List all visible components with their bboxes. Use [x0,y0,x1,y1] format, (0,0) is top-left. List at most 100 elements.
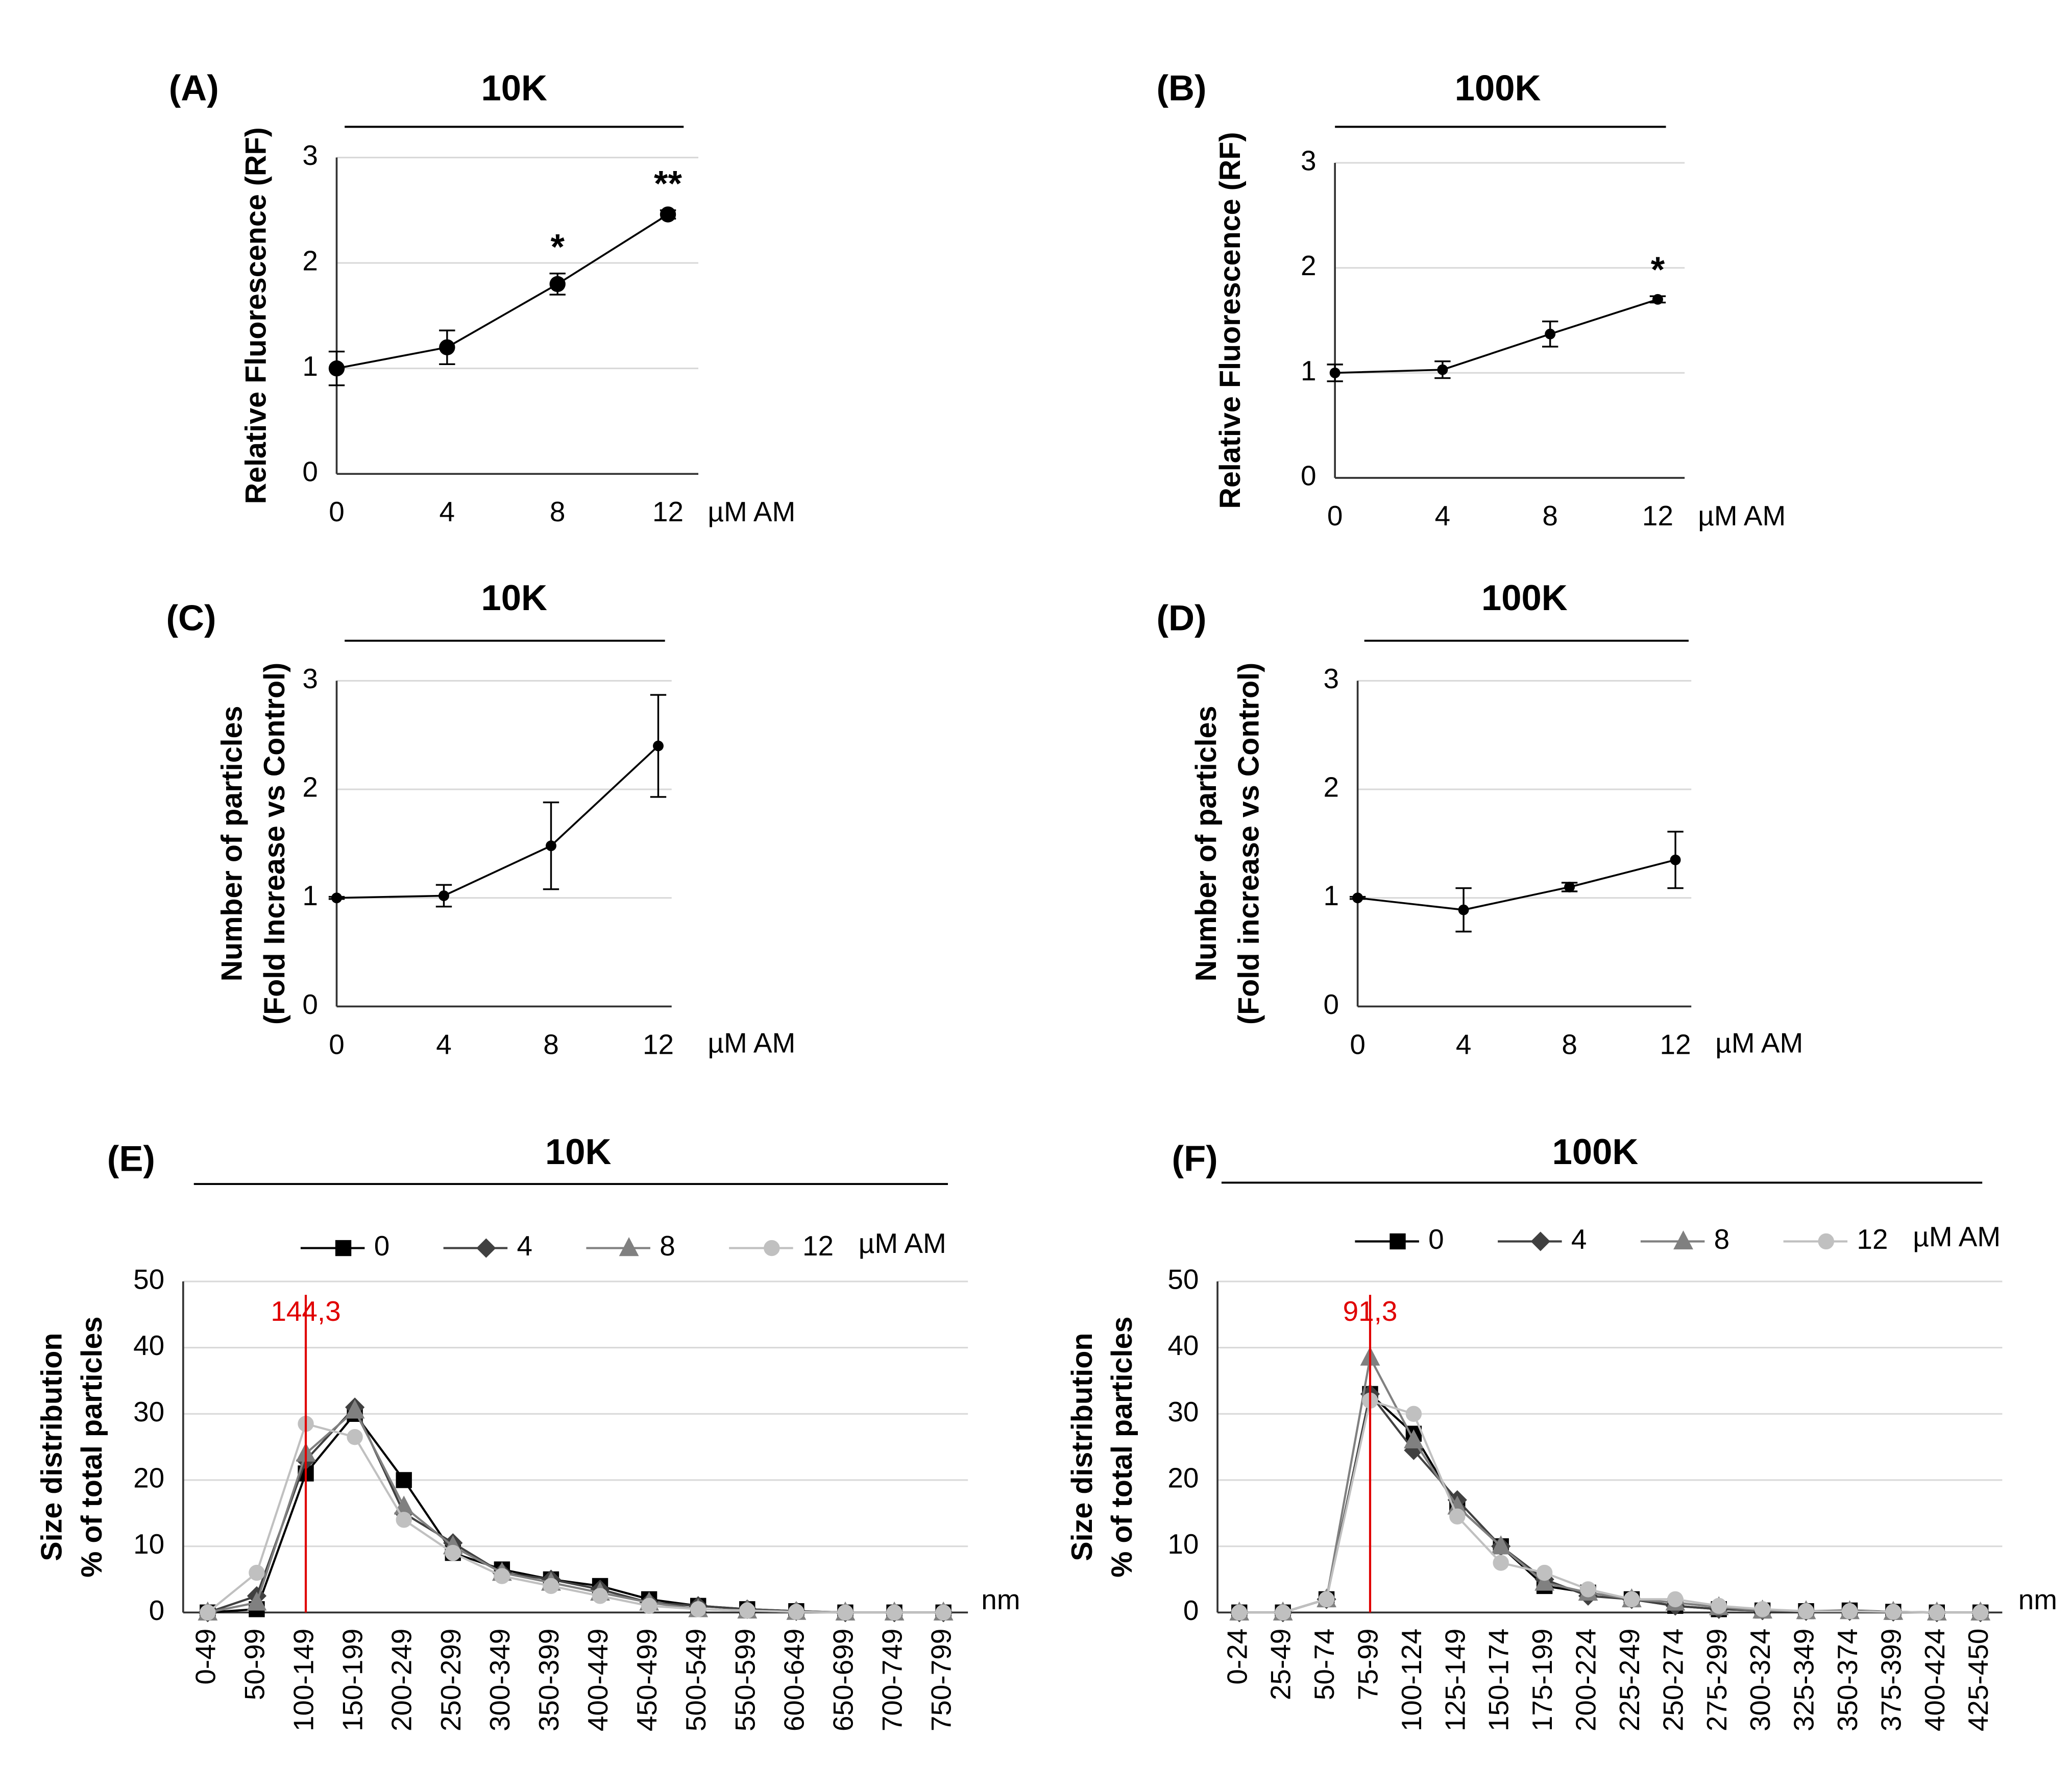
significance: * [550,226,565,267]
x-tick-label: 150-199 [337,1629,369,1731]
data-point [1670,854,1681,865]
x-tick-label: 450-499 [631,1629,663,1731]
legend-marker [1530,1231,1550,1251]
legend-marker [1673,1230,1693,1250]
x-axis-label: nm [981,1584,1020,1615]
chart-title: 10K [545,1131,612,1172]
y-tick-label: 0 [302,456,318,488]
chart-panel: (C) 10K Number of particles (Fold Increase … [166,577,796,1060]
x-tick-label: 8 [1562,1028,1577,1060]
marker [396,1472,412,1488]
x-tick-label: 425-450 [1962,1629,1994,1731]
marker [1405,1406,1422,1422]
legend-marker [1390,1233,1406,1250]
marker [935,1604,952,1621]
panel-label: (A) [169,67,219,108]
legend-unit: µM AM [859,1227,946,1259]
marker [1403,1429,1424,1448]
y-tick-label: 50 [1167,1263,1199,1295]
series-line [207,1422,944,1614]
x-tick-label: 275-299 [1701,1629,1733,1731]
y-tick-label: 3 [1323,663,1339,694]
y-axis-label: Size distribution [1066,1333,1099,1561]
y-axis-label: % of total particles [1106,1317,1138,1578]
data-point [1437,364,1448,375]
legend-unit: µM AM [1913,1221,2001,1252]
marker [1711,1598,1727,1614]
y-tick-label: 3 [1301,144,1317,176]
data-point [1352,892,1363,904]
x-tick-label: 0 [329,1028,345,1060]
marker [1972,1604,1989,1621]
marker [1929,1604,1945,1621]
data-point [328,360,345,377]
y-axis-label: Number of particles [215,706,248,981]
x-tick-label: 50-74 [1308,1629,1340,1700]
marker [1231,1604,1248,1621]
x-tick-label: 12 [652,496,684,527]
y-tick-label: 3 [302,139,318,171]
legend-marker [476,1238,496,1258]
y-tick-label: 0 [302,988,318,1020]
panel-label: (D) [1156,597,1206,638]
marker [249,1564,265,1581]
x-tick-label: 350-399 [533,1629,565,1731]
data-line [1335,298,1659,374]
y-tick-label: 30 [1167,1396,1199,1428]
x-tick-label: 75-99 [1352,1629,1383,1700]
y-tick-label: 40 [133,1329,164,1361]
x-tick-label: 0-24 [1221,1629,1253,1685]
y-tick-label: 0 [149,1594,165,1626]
legend-label: 4 [1571,1223,1587,1255]
marker [1491,1535,1511,1555]
x-tick-label: 8 [1542,500,1558,531]
legend-marker [619,1237,639,1256]
y-axis-label: Relative Fluorescence (RF) [1214,132,1247,509]
marker [837,1604,854,1621]
x-tick-label: 50-99 [238,1629,270,1700]
y-tick-label: 0 [1183,1594,1199,1626]
y-tick-label: 2 [302,771,318,803]
data-point [439,339,455,355]
marker [788,1604,805,1620]
data-point [1652,294,1663,305]
data-point [1545,328,1556,340]
data-point [331,892,342,904]
x-axis-label: µM AM [1698,500,1786,531]
x-tick-label: 0 [329,496,345,527]
x-tick-label: 200-249 [386,1629,418,1731]
x-tick-label: 175-199 [1526,1629,1558,1731]
series-line [1239,1392,1981,1614]
x-tick-label: 550-599 [729,1629,761,1731]
x-tick-label: 0 [1327,500,1343,531]
marker [247,1591,267,1611]
marker [1493,1555,1509,1571]
marker [886,1604,903,1621]
data-line [1357,859,1676,911]
marker [1667,1591,1684,1608]
series-line [1239,1391,1981,1614]
y-tick-label: 2 [302,245,318,277]
y-tick-label: 10 [133,1528,164,1560]
panel-label: (C) [166,597,216,638]
chart-panel: (F) 100K Size distribution% of total parti… [1066,1131,2057,1731]
x-tick-label: 25-49 [1265,1629,1297,1700]
x-tick-label: 4 [436,1028,452,1060]
x-tick-label: 250-299 [435,1629,467,1731]
data-point [653,740,664,752]
marker [1798,1603,1814,1619]
legend-label: 12 [1857,1223,1888,1255]
panel-label: (F) [1172,1138,1218,1178]
y-tick-label: 0 [1301,459,1317,491]
legend-marker [1818,1233,1834,1250]
x-tick-label: 300-324 [1744,1629,1776,1731]
y-axis-label: (Fold increase vs Control) [1233,663,1265,1025]
x-tick-label: 8 [550,496,566,527]
data-point [438,890,449,901]
x-tick-label: 700-749 [876,1629,908,1731]
x-tick-label: 12 [643,1028,674,1060]
chart-title: 100K [1552,1131,1639,1172]
legend-label: 12 [802,1230,834,1262]
